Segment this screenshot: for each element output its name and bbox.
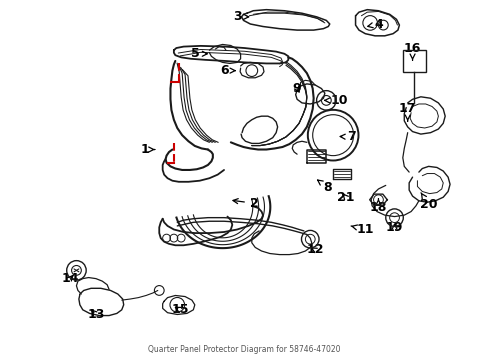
Bar bbox=[402, 50, 426, 72]
Text: 4: 4 bbox=[367, 18, 382, 31]
Text: 17: 17 bbox=[398, 103, 416, 121]
Text: 5: 5 bbox=[191, 47, 207, 60]
Text: 14: 14 bbox=[61, 272, 79, 285]
Text: 3: 3 bbox=[232, 10, 248, 23]
Text: 7: 7 bbox=[340, 130, 355, 144]
Text: 18: 18 bbox=[369, 199, 386, 215]
Text: 10: 10 bbox=[324, 94, 347, 107]
Text: 11: 11 bbox=[350, 223, 373, 236]
Text: 15: 15 bbox=[171, 303, 188, 316]
Text: 19: 19 bbox=[385, 221, 403, 234]
Text: 2: 2 bbox=[232, 197, 258, 210]
Text: 13: 13 bbox=[87, 308, 104, 321]
Text: 12: 12 bbox=[306, 243, 323, 256]
Text: 9: 9 bbox=[292, 82, 301, 95]
Text: 21: 21 bbox=[336, 191, 354, 204]
Text: 16: 16 bbox=[403, 41, 420, 60]
Text: 20: 20 bbox=[419, 193, 436, 211]
Text: Quarter Panel Protector Diagram for 58746-47020: Quarter Panel Protector Diagram for 5874… bbox=[148, 345, 340, 354]
Text: 6: 6 bbox=[220, 64, 235, 77]
Text: 1: 1 bbox=[140, 143, 154, 156]
Text: 8: 8 bbox=[317, 180, 331, 194]
